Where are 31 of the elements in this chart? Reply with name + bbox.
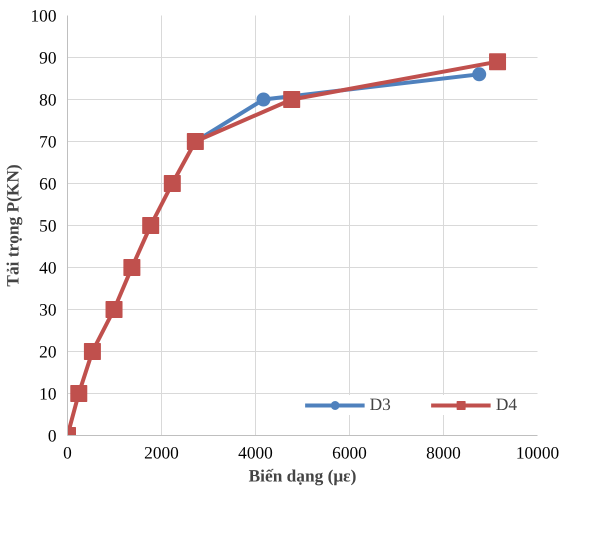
x-tick-label: 8000 (426, 444, 461, 462)
y-tick-label: 60 (39, 174, 56, 194)
point (164, 175, 181, 192)
x-tick-label: 0 (63, 444, 72, 462)
y-tick-label: 0 (48, 426, 57, 446)
legend-label: D3 (370, 395, 391, 415)
x-tick-label: 6000 (332, 444, 367, 462)
point (283, 91, 300, 108)
y-tick-label: 20 (39, 342, 56, 362)
y-axis-title: Tải trọng P(KN) (4, 164, 23, 287)
point (84, 343, 101, 360)
y-tick-label: 90 (39, 48, 56, 68)
legend-label: D4 (496, 395, 517, 415)
y-tick-label: 70 (39, 132, 56, 152)
x-tick-label: 2000 (144, 444, 179, 462)
point (256, 92, 270, 106)
point (106, 301, 123, 318)
x-axis-title: Biến dạng (με) (248, 466, 357, 486)
point (142, 217, 160, 234)
x-tick-label: 4000 (238, 444, 273, 462)
y-tick-label: 40 (39, 258, 56, 278)
point (472, 67, 486, 82)
y-tick-label: 10 (39, 384, 56, 404)
y-tick-label: 100 (30, 6, 57, 26)
point (489, 53, 506, 70)
y-tick-label: 30 (39, 300, 56, 320)
y-tick-label: 50 (39, 216, 56, 236)
point (123, 259, 140, 276)
point (70, 385, 88, 402)
y-tick-label: 80 (39, 90, 56, 110)
x-tick-label: 10000 (516, 444, 560, 462)
